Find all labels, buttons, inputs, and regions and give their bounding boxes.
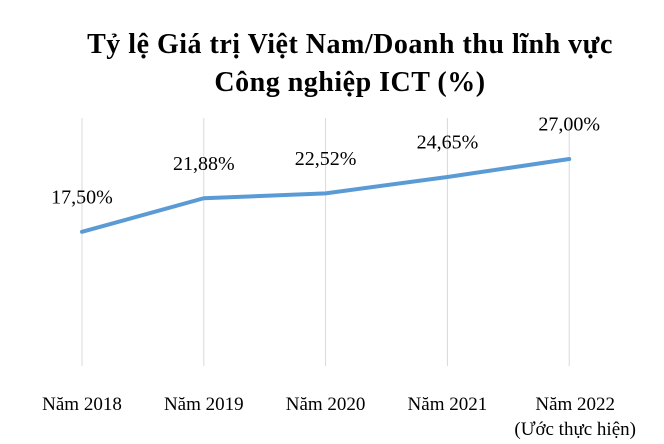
x-tick-label: Năm 2019 [163, 394, 244, 415]
x-tick-label: Năm 2020 [285, 394, 366, 415]
x-tick-label: Năm 2021 [407, 394, 488, 415]
line [80, 157, 572, 234]
chart-title: Tỷ lệ Giá trị Việt Nam/Doanh thu lĩnh vự… [87, 29, 613, 98]
x-tick-label: Năm 2018 [42, 394, 122, 415]
data-label: 24,65% [417, 132, 479, 154]
x-tick-label: Năm 2022 (Ước thực hiện) [514, 394, 636, 440]
data-label: 27,00% [538, 114, 600, 136]
data-label: 22,52% [295, 148, 357, 170]
data-label: 17,50% [51, 186, 113, 208]
data-label: 21,88% [173, 153, 235, 175]
